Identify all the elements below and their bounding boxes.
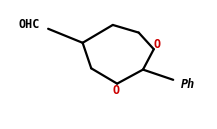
Text: O: O [153, 38, 161, 51]
Text: Ph: Ph [181, 78, 195, 91]
Text: OHC: OHC [18, 18, 39, 31]
Text: O: O [112, 83, 120, 96]
